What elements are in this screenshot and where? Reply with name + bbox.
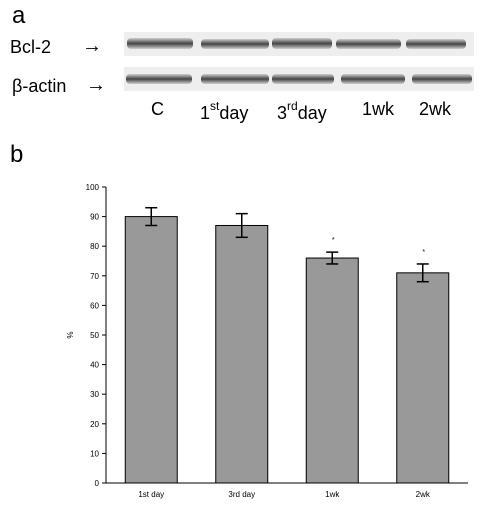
bcl2-bands — [127, 38, 466, 49]
bar — [215, 224, 269, 484]
beta-actin-bands — [126, 74, 472, 84]
y-tick-label: 80 — [90, 242, 99, 251]
x-tick-label: 1wk — [325, 490, 340, 499]
y-tick-label: 0 — [95, 479, 100, 488]
y-axis-label: % — [66, 331, 75, 338]
actin-band — [412, 74, 472, 84]
significance-marker: * — [422, 249, 425, 256]
lane-label-1wk: 1wk — [362, 99, 395, 119]
bar — [124, 216, 178, 484]
panel-a-letter: a — [12, 2, 26, 29]
actin-band — [341, 74, 405, 84]
actin-band — [272, 74, 334, 84]
panel-b-letter: b — [10, 141, 24, 168]
actin-band — [201, 74, 269, 84]
beta-actin-label: β-actin — [12, 76, 67, 96]
bar-chart: 0 10 20 30 40 50 60 70 80 90 100% 1st day 3rd day * 1w… — [66, 183, 468, 499]
y-tick-label: 10 — [90, 449, 99, 458]
y-tick-label: 60 — [90, 301, 99, 310]
actin-band — [126, 74, 192, 84]
y-tick-label: 20 — [90, 420, 99, 429]
western-blot-image — [124, 32, 474, 91]
beta-actin-arrow-icon: → — [86, 74, 106, 96]
y-tick-label: 70 — [90, 272, 99, 281]
bar — [305, 257, 359, 484]
bcl2-band — [127, 38, 193, 49]
bcl2-band — [336, 39, 401, 49]
significance-marker: * — [332, 237, 335, 244]
x-tick-label: 1st day — [138, 490, 164, 499]
lane-label-1st-day: 1stday — [200, 99, 249, 123]
x-tick-label: 3rd day — [228, 490, 255, 499]
bcl2-arrow-icon: → — [82, 35, 102, 57]
bcl2-band — [201, 39, 269, 49]
bcl2-band — [406, 39, 466, 49]
bar — [396, 272, 450, 484]
y-tick-label: 30 — [90, 390, 99, 399]
y-tick-label: 40 — [90, 361, 99, 370]
y-tick-label: 90 — [90, 213, 99, 222]
bcl2-band — [272, 38, 332, 49]
lane-label-2wk: 2wk — [419, 99, 452, 119]
lane-label-3rd-day: 3rdday — [277, 99, 327, 123]
y-tick-label: 50 — [90, 331, 99, 340]
y-tick-label: 100 — [86, 183, 100, 192]
bcl2-label: Bcl-2 — [10, 37, 52, 57]
lane-label-c: C — [151, 99, 164, 119]
x-tick-label: 2wk — [416, 490, 431, 499]
